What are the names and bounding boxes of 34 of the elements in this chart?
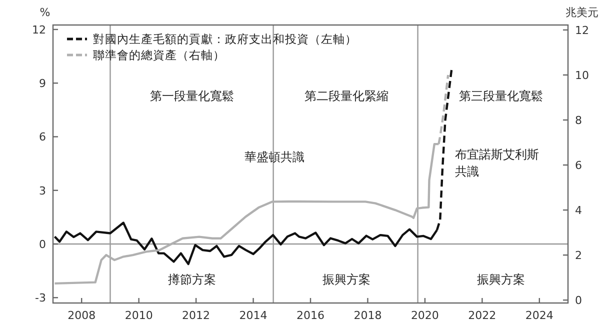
annotation: 振興方案 — [477, 272, 526, 287]
x-tick-label: 2012 — [182, 309, 210, 322]
y2-tick-label: 2 — [575, 249, 582, 262]
x-tick-label: 2014 — [239, 309, 268, 322]
y2-tick-label: 12 — [575, 24, 589, 37]
legend-label: 對國內生產毛額的貢獻：政府支出和投資（左軸） — [93, 32, 357, 46]
annotation: 撙節方案 — [168, 272, 216, 287]
y2-tick-label: 6 — [575, 159, 582, 172]
annotation: 第三段量化寬鬆 — [459, 89, 544, 104]
legend-label: 聯準會的總資產（右軸） — [93, 48, 225, 62]
x-tick-label: 2018 — [354, 309, 382, 322]
x-tick-label: 2010 — [124, 309, 153, 322]
y-tick-label: 3 — [39, 184, 46, 198]
annotation: 華盛頓共識 — [244, 150, 304, 164]
annotation: 第一段量化寬鬆 — [150, 89, 234, 104]
y-tick-label: -3 — [35, 292, 46, 305]
y-tick-label: 9 — [39, 77, 46, 90]
y2-tick-label: 10 — [575, 68, 589, 82]
x-tick-label: 2022 — [468, 309, 496, 322]
y-tick-label: 12 — [32, 23, 46, 36]
annotation: 振興方案 — [322, 272, 371, 287]
y-tick-label: 6 — [39, 130, 46, 144]
x-tick-label: 2020 — [410, 309, 439, 322]
y2-tick-label: 0 — [575, 294, 582, 308]
y2-axis-title: 兆美元 — [566, 6, 598, 19]
annotation: 第二段量化緊縮 — [304, 89, 389, 104]
x-tick-label: 2024 — [525, 309, 554, 322]
y2-tick-label: 4 — [575, 204, 582, 218]
y-axis-title: % — [40, 6, 50, 19]
x-tick-label: 2016 — [296, 309, 324, 322]
y2-tick-label: 8 — [575, 114, 582, 127]
annotation: 布宜諾斯艾利斯共識 — [455, 147, 540, 178]
x-tick-label: 2008 — [68, 309, 96, 322]
y-tick-label: 0 — [39, 238, 46, 252]
